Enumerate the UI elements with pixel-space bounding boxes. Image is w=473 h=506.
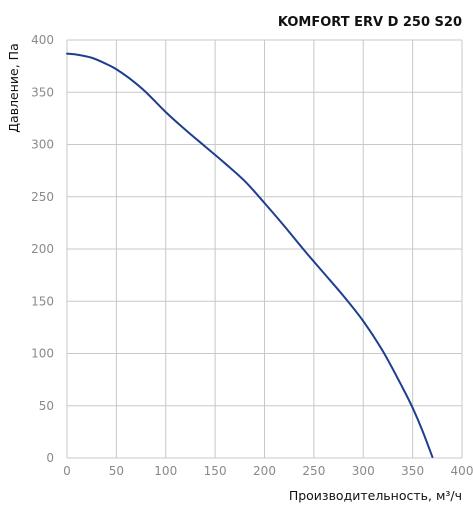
x-axis-label: Производительность, м³/ч — [289, 488, 462, 503]
y-tick-label: 50 — [39, 399, 54, 413]
y-tick-label: 0 — [46, 451, 54, 465]
y-tick-label: 100 — [31, 347, 54, 361]
grid-layer — [66, 39, 463, 459]
y-tick-label: 250 — [31, 190, 54, 204]
y-tick-label: 150 — [31, 294, 54, 308]
x-tick-label: 200 — [253, 464, 276, 478]
x-tick-label: 300 — [352, 464, 375, 478]
series-line — [66, 52, 434, 458]
y-tick-label: 300 — [31, 138, 54, 152]
chart-title: KOMFORT ERV D 250 S20 — [278, 15, 462, 30]
series-layer — [66, 52, 434, 458]
x-tick-label: 100 — [154, 464, 177, 478]
x-tick-label: 50 — [109, 464, 124, 478]
y-axis-label: Давление, Па — [6, 43, 21, 132]
x-tick-label: 250 — [302, 464, 325, 478]
y-tick-label: 350 — [31, 85, 54, 99]
y-tick-label: 200 — [31, 242, 54, 256]
y-tick-label: 400 — [31, 33, 54, 47]
x-tick-label: 350 — [401, 464, 424, 478]
x-tick-label: 0 — [63, 464, 71, 478]
x-tick-label: 150 — [204, 464, 227, 478]
tick-labels: 0 50 100 150 200 250 300 350 400 0 50 100 150 200 250 3… — [31, 33, 473, 478]
x-tick-label: 400 — [451, 464, 473, 478]
